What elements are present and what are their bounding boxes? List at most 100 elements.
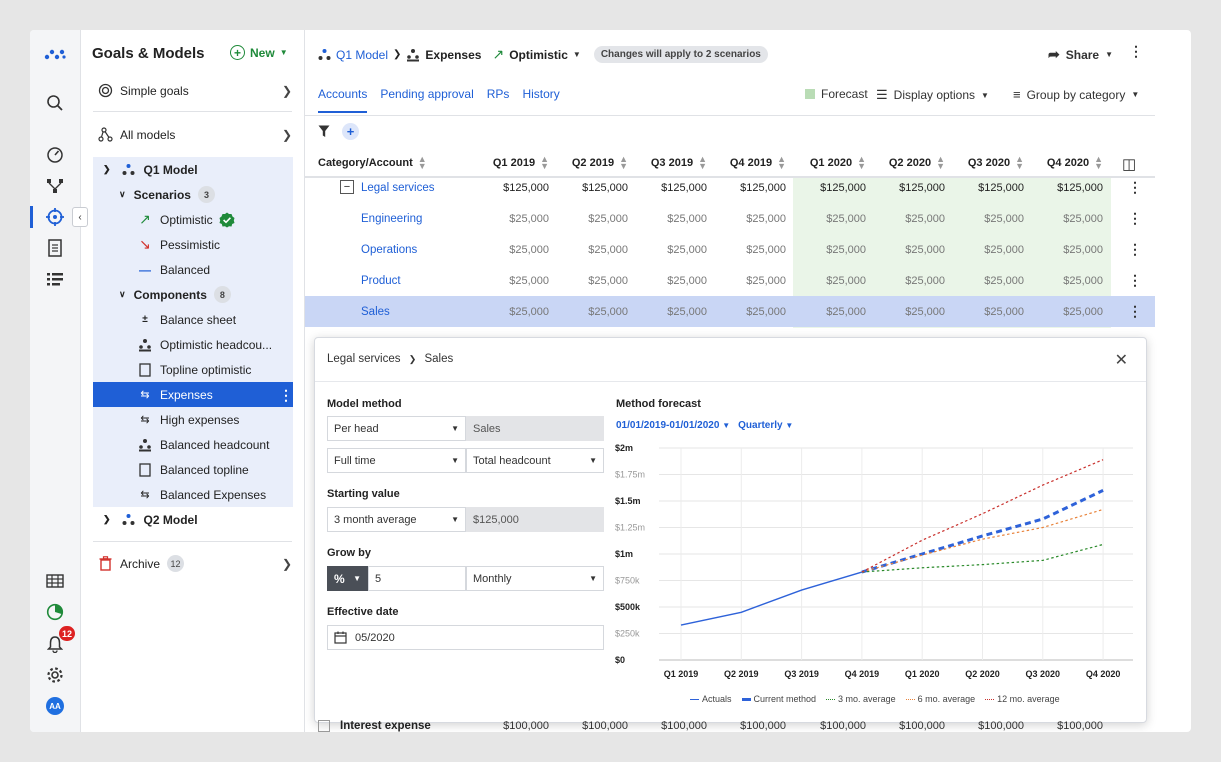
table-cell[interactable]: $25,000 bbox=[905, 212, 945, 225]
table-cell[interactable]: $25,000 bbox=[1063, 212, 1103, 225]
table-cell[interactable]: $25,000 bbox=[588, 243, 628, 256]
table-cell[interactable]: $25,000 bbox=[667, 305, 707, 318]
table-cell[interactable]: $100,000 bbox=[740, 720, 786, 732]
sidebar-item-component[interactable]: ⇆ High expenses bbox=[81, 407, 304, 432]
table-cell[interactable]: $125,000 bbox=[820, 181, 866, 194]
filter-icon[interactable] bbox=[318, 125, 330, 138]
avatar[interactable]: AA bbox=[43, 694, 67, 718]
nodes-icon[interactable] bbox=[43, 174, 67, 198]
column-header[interactable]: Q3 2019 ▲ ▼ bbox=[637, 148, 707, 178]
sidebar-item-component-selected[interactable]: ⇆ Expenses ⋮ bbox=[93, 382, 293, 407]
sidebar-item-all-models[interactable]: All models ❯ bbox=[81, 122, 304, 147]
row-more-options-icon[interactable]: ⋮ bbox=[1128, 303, 1142, 319]
sidebar-item-q1-model[interactable]: ❯ Q1 Model bbox=[81, 157, 304, 182]
popover-crumb-parent[interactable]: Legal services bbox=[327, 353, 401, 365]
sidebar-item-simple-goals[interactable]: Simple goals ❯ bbox=[81, 78, 304, 103]
target-icon[interactable] bbox=[43, 205, 67, 229]
caret-down-icon[interactable]: ▼ bbox=[572, 50, 581, 59]
effective-date-input[interactable]: 05/2020 bbox=[327, 625, 604, 650]
breadcrumb-model-link[interactable]: Q1 Model bbox=[336, 47, 389, 62]
table-cell[interactable]: $100,000 bbox=[582, 720, 628, 732]
model-method-select[interactable]: Per head ▼ bbox=[327, 416, 466, 441]
row-more-options-icon[interactable]: ⋮ bbox=[1128, 179, 1142, 195]
table-cell[interactable]: $125,000 bbox=[582, 181, 628, 194]
share-button[interactable]: ➦ Share ▼ bbox=[1048, 46, 1113, 63]
column-header-category[interactable]: Category/Account ▲ ▼ bbox=[318, 148, 427, 178]
table-cell[interactable]: $25,000 bbox=[984, 212, 1024, 225]
row-name[interactable]: Legal services bbox=[361, 181, 435, 194]
column-header[interactable]: Q2 2019 ▲ ▼ bbox=[558, 148, 628, 178]
sidebar-item-component[interactable]: Balanced headcount bbox=[81, 432, 304, 457]
table-cell[interactable]: $125,000 bbox=[978, 181, 1024, 194]
table-row[interactable]: Engineering $25,000 $25,000 $25,000 $25,000 $… bbox=[305, 203, 1155, 234]
display-options-button[interactable]: ☰ Display options ▼ bbox=[876, 87, 989, 103]
close-icon[interactable]: ✕ bbox=[1114, 352, 1128, 369]
row-more-options-icon[interactable]: ⋮ bbox=[1128, 272, 1142, 288]
column-header[interactable]: Q1 2019 ▲ ▼ bbox=[479, 148, 549, 178]
table-cell[interactable]: $100,000 bbox=[820, 720, 866, 732]
sidebar-item-component[interactable]: Balanced topline bbox=[81, 457, 304, 482]
group-by-button[interactable]: ≡ Group by category ▼ bbox=[1013, 87, 1139, 102]
table-cell[interactable]: $25,000 bbox=[509, 243, 549, 256]
column-header[interactable]: Q4 2020 ▲ ▼ bbox=[1033, 148, 1103, 178]
table-cell[interactable]: $25,000 bbox=[905, 243, 945, 256]
table-row-selected[interactable]: Sales $25,000 $25,000 $25,000 $25,000 $25,000… bbox=[305, 296, 1155, 327]
tab-history[interactable]: History bbox=[522, 87, 560, 101]
table-cell[interactable]: $25,000 bbox=[588, 305, 628, 318]
column-header[interactable]: Q1 2020 ▲ ▼ bbox=[796, 148, 866, 178]
table-row[interactable]: − Legal services $125,000 $125,000 $125,000 $… bbox=[305, 172, 1155, 203]
row-more-options-icon[interactable]: ⋮ bbox=[1128, 241, 1142, 257]
search-icon[interactable] bbox=[43, 91, 67, 115]
grow-value-input[interactable]: 5 bbox=[368, 566, 466, 591]
sidebar-item-q2-model[interactable]: ❯ Q2 Model bbox=[81, 507, 304, 532]
starting-method-select[interactable]: 3 month average ▼ bbox=[327, 507, 466, 532]
table-cell[interactable]: $25,000 bbox=[509, 212, 549, 225]
table-cell[interactable]: $25,000 bbox=[905, 305, 945, 318]
table-cell[interactable]: $25,000 bbox=[826, 305, 866, 318]
collapse-group-icon[interactable]: − bbox=[340, 180, 354, 194]
tab-rps[interactable]: RPs bbox=[486, 87, 510, 101]
scenario-selector[interactable]: Optimistic bbox=[509, 47, 568, 62]
more-options-icon[interactable]: ⋮ bbox=[279, 386, 293, 403]
table-cell[interactable]: $100,000 bbox=[503, 720, 549, 732]
table-cell[interactable]: $100,000 bbox=[978, 720, 1024, 732]
collapse-sidebar-button[interactable]: ‹ bbox=[72, 207, 88, 227]
list-icon[interactable] bbox=[43, 267, 67, 291]
table-cell[interactable]: $25,000 bbox=[588, 274, 628, 287]
table-cell[interactable]: $125,000 bbox=[899, 181, 945, 194]
row-name[interactable]: Operations bbox=[361, 243, 418, 256]
grow-unit-select[interactable]: % ▼ bbox=[327, 566, 368, 591]
table-cell[interactable]: $125,000 bbox=[503, 181, 549, 194]
row-checkbox[interactable] bbox=[318, 720, 330, 732]
sidebar-item-components[interactable]: ∨ Components 8 bbox=[81, 282, 304, 307]
table-cell[interactable]: $25,000 bbox=[826, 243, 866, 256]
sidebar-item-scenario-pessimistic[interactable]: ↘ Pessimistic bbox=[81, 232, 304, 257]
table-cell[interactable]: $25,000 bbox=[667, 243, 707, 256]
gauge-icon[interactable] bbox=[43, 142, 67, 166]
table-cell[interactable]: $25,000 bbox=[826, 212, 866, 225]
table-cell[interactable]: $25,000 bbox=[984, 243, 1024, 256]
table-cell[interactable]: $25,000 bbox=[746, 243, 786, 256]
bell-icon[interactable]: 12 bbox=[43, 626, 76, 656]
sidebar-item-scenarios[interactable]: ∨ Scenarios 3 bbox=[81, 182, 304, 207]
table-cell[interactable]: $25,000 bbox=[826, 274, 866, 287]
table-cell[interactable]: $25,000 bbox=[509, 274, 549, 287]
more-options-icon[interactable]: ⋮ bbox=[1129, 43, 1143, 59]
table-cell[interactable]: $25,000 bbox=[667, 274, 707, 287]
grow-period-select[interactable]: Monthly ▼ bbox=[466, 566, 604, 591]
table-cell[interactable]: $25,000 bbox=[588, 212, 628, 225]
time-type-select[interactable]: Full time ▼ bbox=[327, 448, 466, 473]
sidebar-item-archive[interactable]: Archive 12 ❯ bbox=[81, 551, 304, 576]
table-icon[interactable] bbox=[43, 569, 67, 593]
table-cell[interactable]: $25,000 bbox=[667, 212, 707, 225]
table-cell[interactable]: $100,000 bbox=[1057, 720, 1103, 732]
table-cell[interactable]: $100,000 bbox=[661, 720, 707, 732]
add-filter-button[interactable]: + bbox=[342, 123, 359, 140]
document-icon[interactable] bbox=[43, 236, 67, 260]
table-cell[interactable]: $25,000 bbox=[1063, 305, 1103, 318]
column-header[interactable]: Q4 2019 ▲ ▼ bbox=[716, 148, 786, 178]
table-cell[interactable]: $25,000 bbox=[905, 274, 945, 287]
table-cell[interactable]: $25,000 bbox=[746, 305, 786, 318]
sidebar-item-component[interactable]: ⇆ Balanced Expenses bbox=[81, 482, 304, 507]
column-settings-icon[interactable]: ◫ bbox=[1122, 156, 1137, 173]
